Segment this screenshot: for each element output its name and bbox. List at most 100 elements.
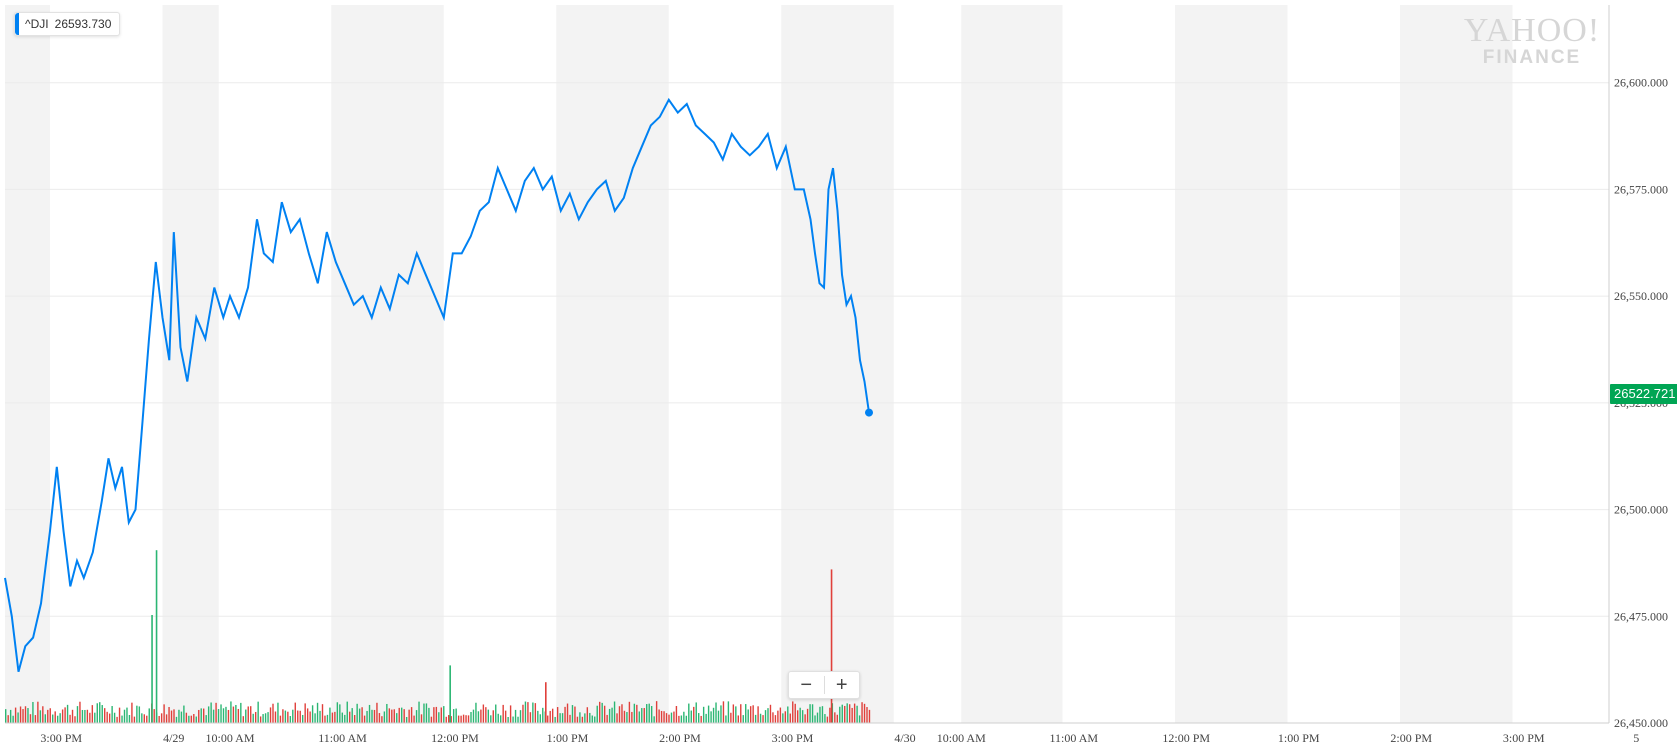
- volume-bar: [594, 716, 596, 723]
- volume-bar: [371, 709, 373, 723]
- volume-bar: [730, 712, 732, 723]
- volume-bar: [383, 711, 386, 723]
- volume-bar: [32, 701, 34, 723]
- volume-bar: [403, 709, 405, 723]
- volume-bar: [809, 704, 811, 723]
- volume-bar: [457, 715, 460, 723]
- volume-bar: [210, 702, 212, 723]
- volume-bar: [311, 705, 314, 723]
- volume-bar: [591, 715, 593, 723]
- legend-chip[interactable]: ^DJI 26593.730: [14, 12, 121, 36]
- volume-bar: [252, 713, 254, 723]
- zoom-out-button[interactable]: −: [800, 674, 813, 696]
- volume-bar: [306, 708, 309, 723]
- volume-bar: [344, 714, 346, 723]
- volume-bar: [853, 703, 856, 723]
- volume-bar: [574, 706, 576, 723]
- zoom-in-button[interactable]: +: [835, 674, 848, 696]
- volume-bar: [183, 705, 185, 723]
- volume-bar: [715, 702, 717, 723]
- volume-bar: [284, 710, 287, 723]
- volume-bar: [571, 705, 574, 723]
- volume-bar: [203, 708, 205, 723]
- zoom-control: − +: [788, 671, 860, 699]
- volume-bar: [423, 703, 425, 723]
- shade-band: [5, 5, 50, 723]
- volume-bar: [752, 705, 754, 723]
- volume-bar: [247, 706, 249, 723]
- volume-bar: [212, 709, 215, 723]
- volume-bar: [821, 706, 824, 723]
- volume-bar: [710, 711, 712, 723]
- x-tick-label: 3:00 PM: [40, 731, 82, 745]
- volume-bar: [480, 709, 482, 723]
- volume-bar: [547, 715, 549, 723]
- volume-bar: [445, 716, 447, 723]
- volume-bar: [653, 716, 655, 723]
- shade-band: [331, 5, 444, 723]
- volume-bar: [443, 706, 445, 723]
- x-tick-label: 4/29: [163, 731, 184, 745]
- volume-bar: [334, 711, 336, 723]
- volume-bar: [420, 714, 423, 723]
- volume-bar: [472, 709, 475, 723]
- volume-bar: [717, 710, 720, 723]
- x-tick-label: 1:00 PM: [547, 731, 589, 745]
- volume-bar: [151, 615, 153, 723]
- volume-bar: [326, 714, 329, 723]
- volume-bar: [54, 711, 56, 723]
- volume-bar: [814, 715, 816, 723]
- volume-bar: [94, 712, 96, 723]
- volume-bar: [118, 707, 121, 723]
- volume-bar: [628, 701, 631, 723]
- volume-bar: [299, 710, 301, 723]
- volume-bar: [413, 715, 415, 723]
- volume-bar: [141, 713, 143, 723]
- volume-bar: [772, 712, 774, 723]
- volume-bar: [136, 705, 138, 723]
- x-tick-label: 10:00 AM: [205, 731, 254, 745]
- volume-bar: [242, 716, 244, 723]
- volume-bar: [576, 716, 579, 723]
- volume-bar: [782, 713, 784, 723]
- volume-bar: [492, 710, 494, 723]
- volume-bar: [358, 708, 361, 723]
- volume-bar: [769, 704, 772, 723]
- volume-bar: [428, 707, 430, 723]
- volume-bar: [504, 710, 507, 723]
- logo-top: YAHOO!: [1463, 12, 1601, 49]
- volume-bar: [861, 702, 863, 723]
- volume-bar: [227, 709, 230, 723]
- volume-bar: [589, 712, 591, 723]
- volume-bar: [551, 708, 554, 723]
- volume-bar: [542, 707, 544, 723]
- volume-bar: [269, 707, 272, 723]
- volume-bar: [449, 665, 451, 723]
- volume-bar: [507, 716, 509, 723]
- volume-bar: [351, 708, 353, 723]
- volume-bar: [799, 707, 801, 723]
- y-tick-label: 26,575.000: [1614, 182, 1668, 196]
- volume-bar: [198, 709, 200, 723]
- volume-bar: [230, 701, 232, 723]
- volume-bar: [19, 706, 22, 723]
- volume-bar: [277, 702, 279, 723]
- volume-bar: [725, 715, 727, 723]
- volume-bar: [665, 713, 668, 723]
- volume-bar: [545, 682, 547, 723]
- volume-bar: [767, 708, 769, 723]
- volume-bar: [131, 702, 133, 723]
- volume-bar: [633, 703, 636, 723]
- volume-bar: [465, 715, 467, 723]
- volume-bar: [205, 715, 207, 723]
- volume-bar: [408, 709, 410, 723]
- x-tick-label: 12:00 PM: [431, 731, 479, 745]
- volume-bar: [361, 707, 363, 723]
- volume-bar: [81, 709, 84, 723]
- volume-bar: [844, 705, 846, 723]
- volume-bar: [5, 709, 7, 723]
- volume-bar: [76, 706, 79, 723]
- volume-bar: [66, 704, 69, 723]
- volume-bar: [532, 702, 534, 723]
